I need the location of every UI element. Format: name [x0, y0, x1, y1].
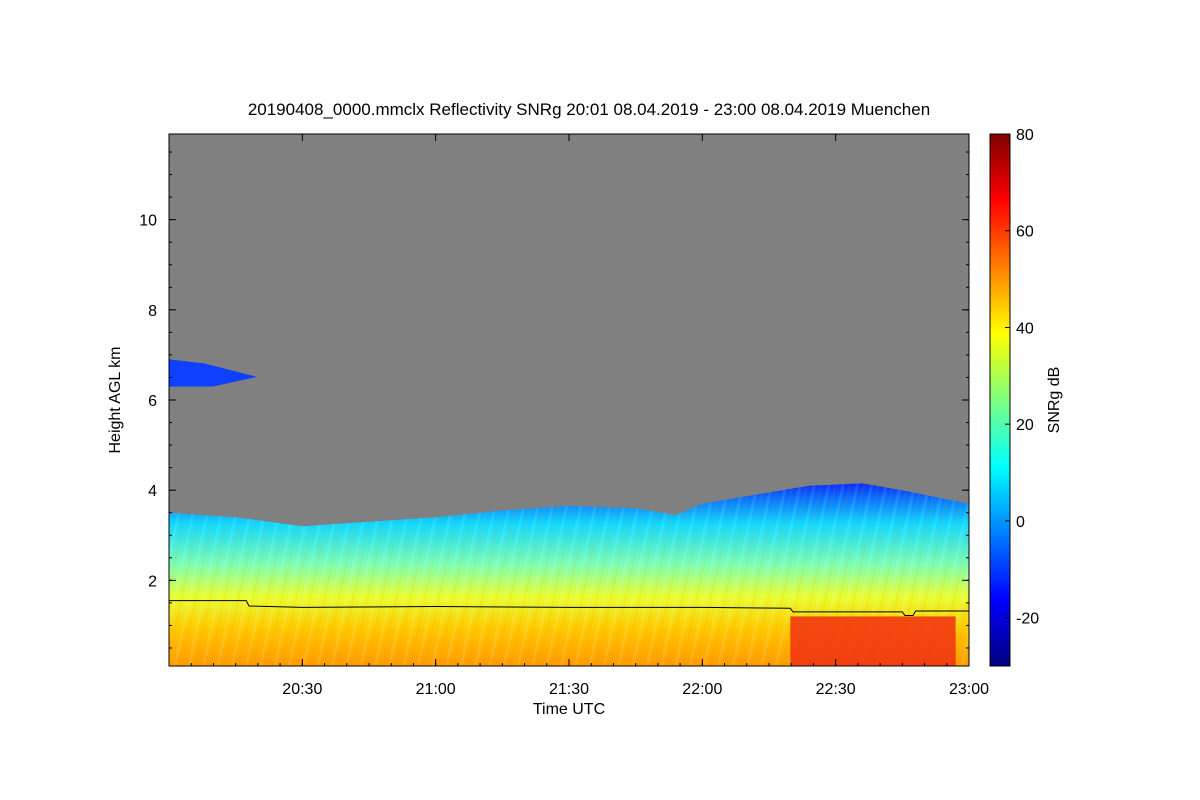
strong-echo-region: [790, 616, 956, 666]
echo-layers: [169, 359, 969, 666]
colorbar-tick-label: 0: [1016, 514, 1025, 531]
y-axis: 2 4 6 8 10: [139, 151, 969, 649]
mid-level-cloud-patch: [169, 359, 257, 387]
fall-streak-texture: [169, 483, 969, 666]
colorbar-tick-label: 60: [1016, 224, 1034, 241]
x-axis: 20:30 21:00 21:30 22:00 22:30 23:00: [168, 134, 989, 698]
x-tick-label: 22:30: [816, 681, 856, 698]
colorbar-tick-label: 80: [1016, 127, 1034, 144]
colorbar-label: SNRg dB: [1046, 367, 1063, 434]
x-tick-label: 21:30: [549, 681, 589, 698]
melting-layer-line: [169, 600, 969, 616]
x-axis-label: Time UTC: [533, 701, 605, 718]
x-tick-label: 23:00: [949, 681, 989, 698]
y-tick-label: 4: [148, 483, 157, 500]
y-tick-label: 6: [148, 393, 157, 410]
y-tick-label: 8: [148, 303, 157, 320]
chart-title: 20190408_0000.mmclx Reflectivity SNRg 20…: [248, 100, 930, 119]
plot-area: 20:30 21:00 21:30 22:00 22:30 23:00 2 4 6 8 10: [139, 133, 989, 698]
y-axis-label: Height AGL km: [107, 346, 124, 453]
colorbar: -20 0 20 40 60 80: [989, 127, 1039, 667]
x-tick-label: 20:30: [282, 681, 322, 698]
colorbar-tick-label: 40: [1016, 320, 1034, 337]
colorbar-tick-label: -20: [1016, 611, 1039, 628]
x-tick-label: 22:00: [682, 681, 722, 698]
y-tick-label: 2: [148, 573, 157, 590]
colorbar-fill: [989, 133, 1011, 667]
colorbar-ticks: -20 0 20 40 60 80: [1005, 127, 1039, 628]
y-tick-label: 10: [139, 213, 157, 230]
x-tick-label: 21:00: [416, 681, 456, 698]
colorbar-tick-label: 20: [1016, 417, 1034, 434]
